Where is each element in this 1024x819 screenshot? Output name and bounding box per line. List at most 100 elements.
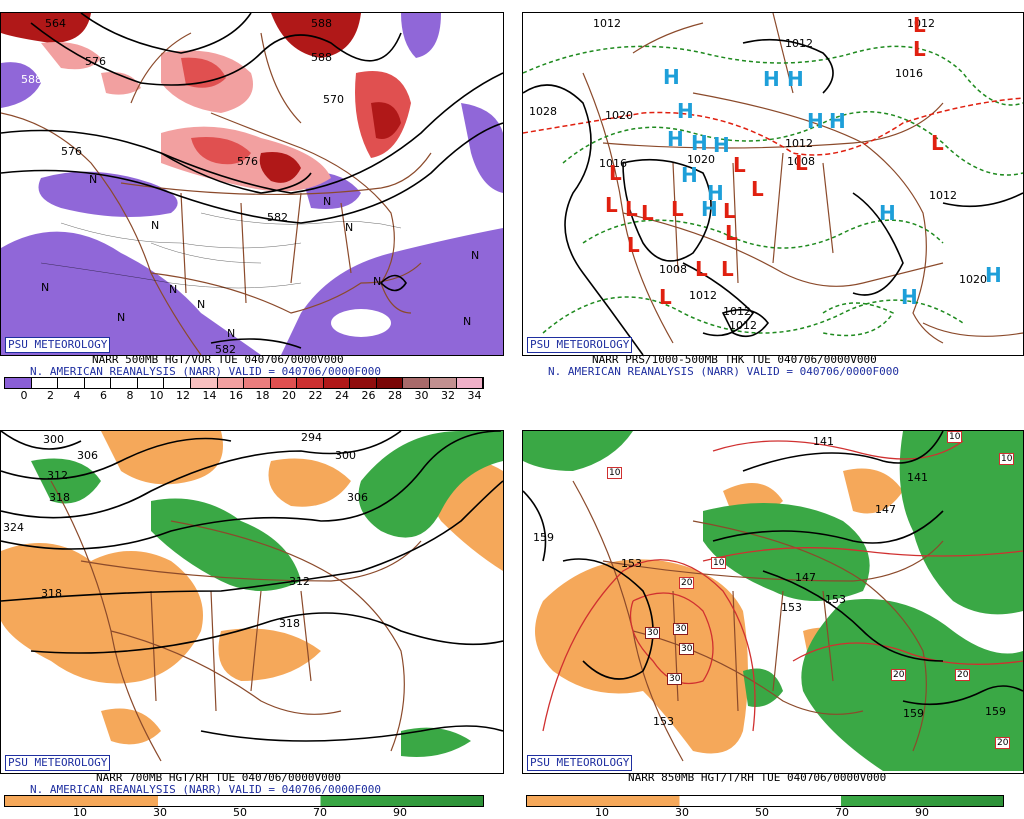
contour-label: 564 [45, 17, 66, 30]
rh-colorbar [526, 795, 1004, 807]
psu-logo: PSU METEOROLOGY [527, 337, 633, 353]
high-pressure-icon: H [663, 65, 680, 89]
rh-moist-region [401, 727, 471, 757]
low-pressure-icon: L [931, 131, 944, 155]
n-marker: N [41, 281, 50, 294]
colorbar-swatch [430, 378, 457, 388]
contour-label: 153 [825, 593, 846, 606]
contour-label: 300 [43, 433, 64, 446]
valid-line: N. AMERICAN REANALYSIS (NARR) VALID = 04… [30, 365, 381, 378]
vort-low-region [1, 231, 261, 355]
isobar-label: 1016 [895, 67, 923, 80]
temperature-label: 30 [679, 643, 695, 655]
rh-dry-region [218, 628, 321, 681]
colorbar-tick-label: 70 [313, 806, 327, 819]
high-pressure-icon: H [763, 67, 780, 91]
colorbar-swatch [217, 378, 245, 388]
temperature-label: 20 [891, 669, 907, 681]
colorbar-tick-label: 16 [229, 389, 243, 402]
contour-label: 294 [301, 431, 322, 444]
contour-label: 312 [47, 469, 68, 482]
contour-label: 588 [21, 73, 42, 86]
psu-logo: PSU METEOROLOGY [5, 337, 111, 353]
high-pressure-icon: H [691, 131, 708, 155]
low-pressure-icon: L [625, 197, 638, 221]
n-marker: N [471, 249, 480, 262]
colorbar-tick-label: 2 [47, 389, 54, 402]
colorbar-tick-label: 10 [595, 806, 609, 819]
map-thickness [523, 13, 1023, 355]
temperature-label: 10 [607, 467, 623, 479]
contour-label: 153 [653, 715, 674, 728]
contour-label: 159 [903, 707, 924, 720]
panel-thickness: 1012 1012 1028 1020 1016 1020 1012 1012 … [522, 12, 1024, 356]
temperature-label: 10 [947, 431, 963, 443]
colorbar-tick-label: 22 [308, 389, 323, 402]
colorbar-tick-label: 14 [202, 389, 217, 402]
vort-low-region [401, 13, 441, 58]
map-borders [582, 13, 1023, 344]
colorbar-ticks: 0 2 4 6 8 10 12 14 16 18 20 22 24 26 28 30 32 34 [4, 389, 482, 403]
high-pressure-icon: H [681, 163, 698, 187]
colorbar-swatch [244, 378, 271, 388]
rh-moist-region [523, 431, 633, 471]
colorbar-tick-label: 26 [361, 389, 376, 402]
n-marker: N [345, 221, 354, 234]
title-line: NARR 700MB HGT/RH TUE 040706/0000V000 [96, 771, 342, 784]
low-pressure-icon: L [913, 37, 926, 61]
colorbar-tick-label: 20 [282, 389, 296, 402]
isobar-label: 1020 [687, 153, 715, 166]
valid-line: N. AMERICAN REANALYSIS (NARR) VALID = 04… [548, 365, 899, 378]
contour-label: 153 [621, 557, 642, 570]
colorbar-tick-label: 50 [755, 806, 769, 819]
vort-high-region [191, 137, 251, 165]
panel-850mb: 141 141 147 147 153 153 153 159 159 153 … [522, 430, 1024, 774]
colorbar-tick-label: 10 [149, 389, 164, 402]
contour-label: 318 [41, 587, 62, 600]
colorbar-tick-label: 90 [393, 806, 407, 819]
n-marker: N [151, 219, 160, 232]
panel-500mb: 564 576 588 588 588 570 582 582 576 576 … [0, 12, 504, 356]
isobar-label: 1012 [723, 305, 751, 318]
rh-moist-region [31, 458, 101, 504]
colorbar-ticks: 10 30 50 70 90 [4, 806, 482, 819]
colorbar-swatch [323, 378, 351, 388]
high-pressure-icon: H [879, 201, 896, 225]
contour-label: 588 [311, 17, 332, 30]
thickness-contour-540 [523, 97, 1023, 156]
title-line: NARR PRS/1000-500MB THK TUE 040706/0000V… [592, 353, 877, 366]
vort-low-region [1, 62, 41, 108]
high-pressure-icon: H [807, 109, 824, 133]
low-pressure-icon: L [723, 199, 736, 223]
contour-label: 582 [267, 211, 288, 224]
colorbar-swatch [456, 378, 484, 388]
contour-label: 306 [77, 449, 98, 462]
rh-dry-region [268, 458, 351, 507]
isobar-label: 1012 [689, 289, 717, 302]
isobar-label: 1012 [907, 17, 935, 30]
isobar-label: 1016 [599, 157, 627, 170]
vorticity-contours [40, 212, 402, 289]
rh-dry-region [101, 708, 161, 745]
low-pressure-icon: L [795, 151, 808, 175]
isobar-label: 1012 [785, 37, 813, 50]
n-marker: N [227, 327, 236, 340]
vort-high-region [371, 102, 401, 139]
vort-low-region [461, 103, 503, 193]
vort-low-region [281, 228, 503, 355]
height-contours [1, 431, 503, 742]
high-pressure-icon: H [677, 99, 694, 123]
low-pressure-icon: L [605, 193, 618, 217]
colorbar-tick-label: 6 [100, 389, 107, 402]
low-pressure-icon: L [733, 153, 746, 177]
n-marker: N [197, 298, 206, 311]
temperature-label: 30 [645, 627, 661, 639]
rh-dry-region [535, 559, 748, 754]
colorbar-swatch [31, 378, 59, 388]
vort-high-region [1, 13, 91, 43]
temperature-label: 20 [679, 577, 695, 589]
isobar-label: 1012 [785, 137, 813, 150]
colorbar-tick-label: 12 [176, 389, 190, 402]
colorbar-tick-label: 8 [126, 389, 134, 402]
contour-label: 570 [323, 93, 344, 106]
